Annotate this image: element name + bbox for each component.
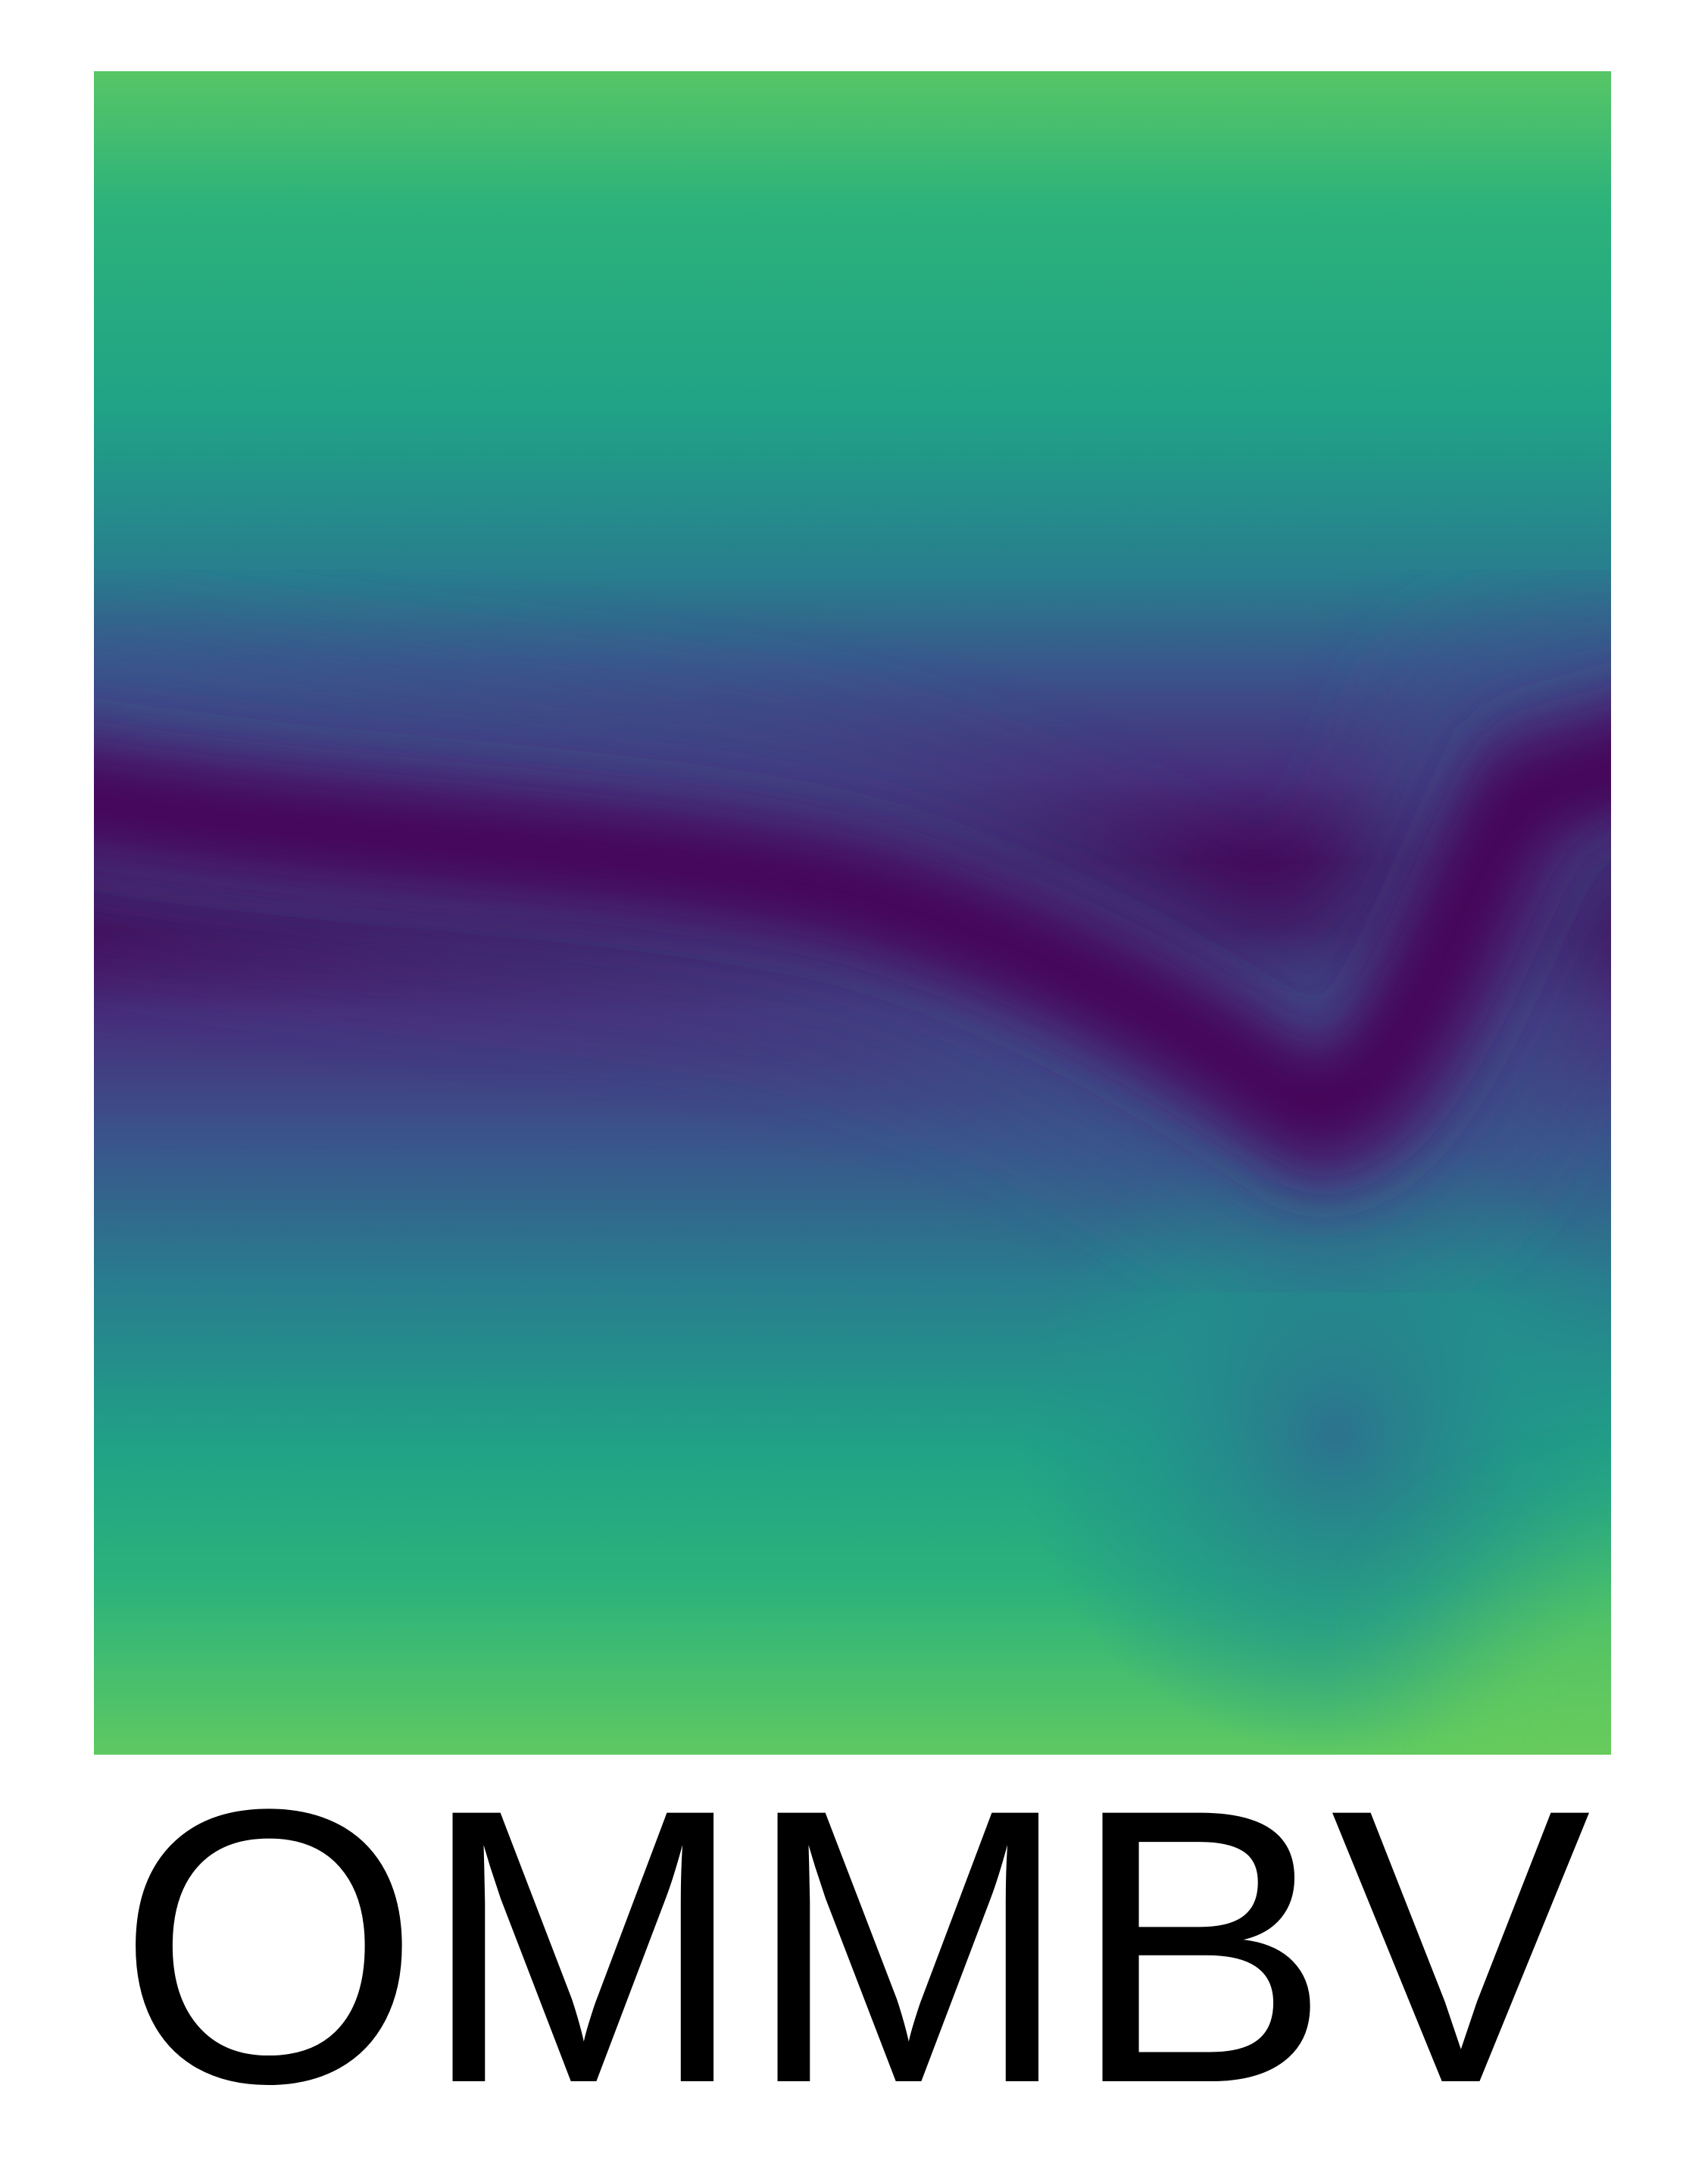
- top-glow: [927, 71, 1611, 495]
- band-core: [94, 733, 1611, 1146]
- lower-right-teal: [1018, 1117, 1611, 1753]
- viridis-field-graphic: [94, 71, 1611, 1755]
- bottom-right-glow: [1414, 1558, 1611, 1755]
- bottom-glow: [94, 1285, 1139, 1755]
- wordmark: OMMBV: [117, 1729, 1591, 2165]
